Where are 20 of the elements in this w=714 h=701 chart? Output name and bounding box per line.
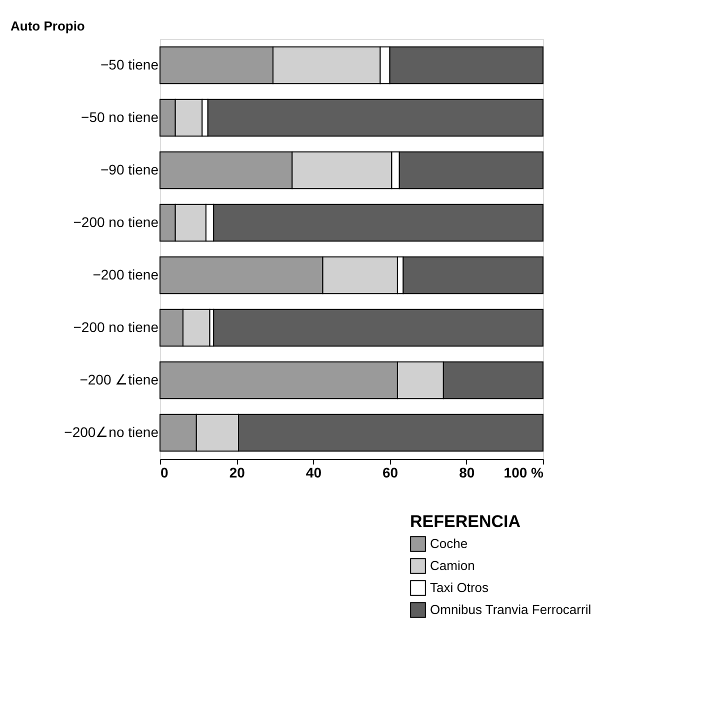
y-tick-label: −90 tiene	[100, 161, 159, 178]
y-tick-label: −200 no tiene	[73, 214, 159, 230]
y-tick-label: −50 no tiene	[81, 108, 159, 125]
y-tick-label: −200∠no tiene	[64, 424, 159, 440]
x-tick-label: 0	[160, 464, 168, 480]
x-tick-label: 40	[306, 464, 322, 480]
y-tick-label: −200 ∠tiene	[80, 371, 159, 388]
y-tick-label: −200 no tiene	[73, 318, 159, 335]
x-tick-label: 20	[229, 464, 246, 480]
legend-label: Omnibus Tranvia Ferrocarril	[430, 602, 592, 617]
x-tick-label: 100 %	[504, 464, 544, 480]
x-tick-label: 60	[382, 464, 398, 480]
legend-label: Taxi Otros	[430, 580, 490, 595]
legend-title: REFERENCIA	[410, 512, 521, 531]
legend-label: Coche	[430, 536, 468, 551]
y-tick-label: −200 tiene	[92, 266, 159, 282]
y-axis-title: Auto Propio	[10, 18, 85, 34]
legend-label: Camion	[430, 558, 475, 573]
x-tick-label: 80	[459, 464, 475, 480]
y-tick-label: −50 tiene	[100, 56, 159, 72]
